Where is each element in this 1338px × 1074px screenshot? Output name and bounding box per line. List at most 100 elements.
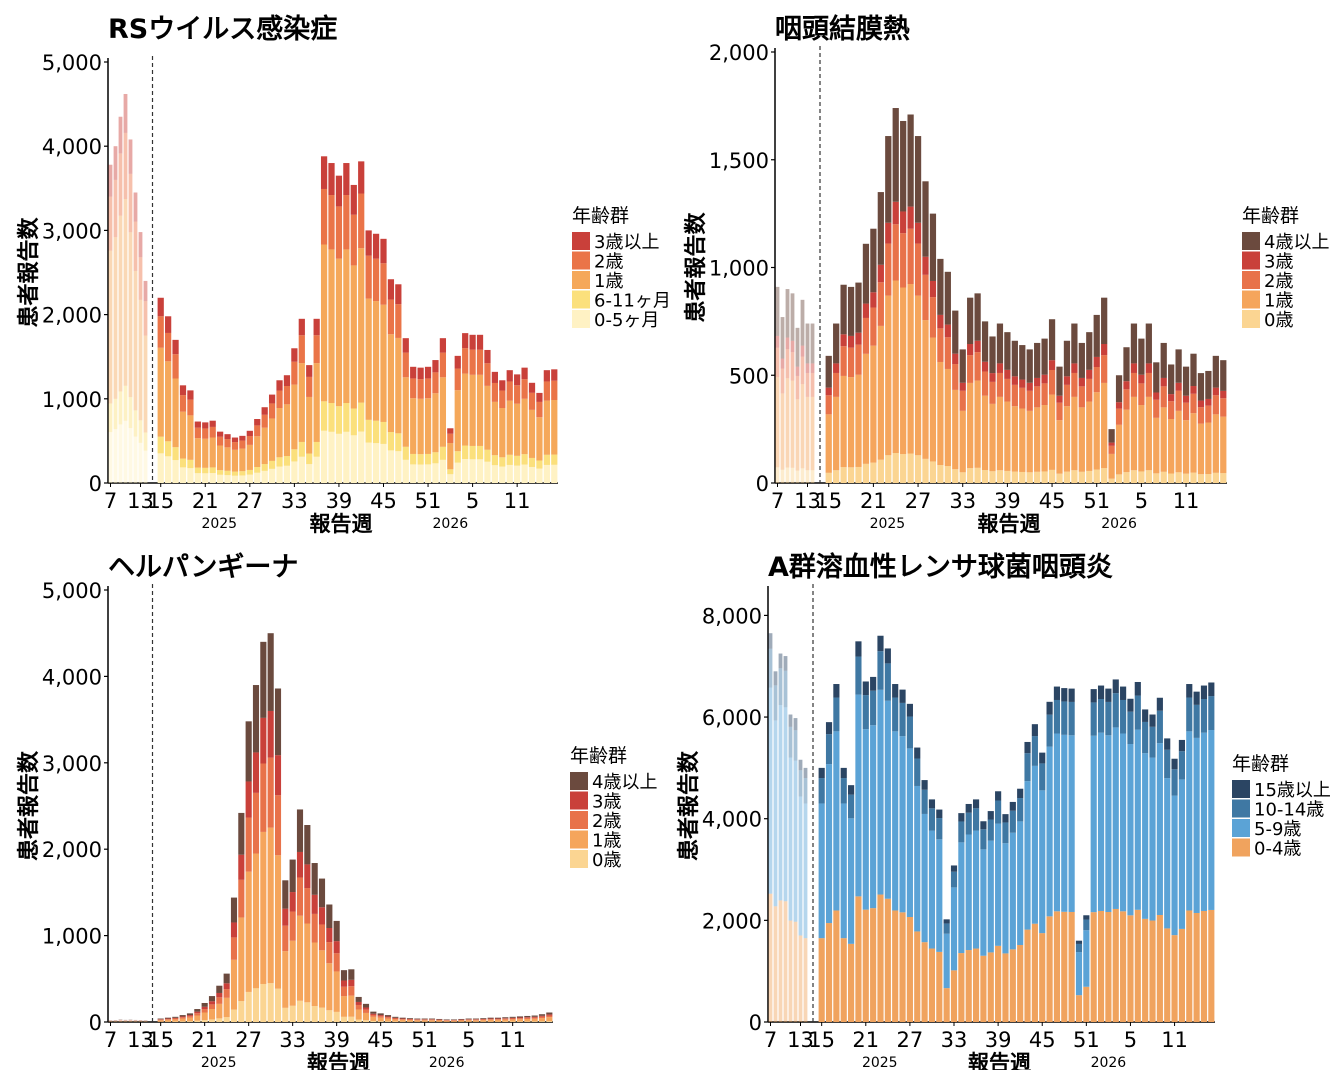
bar-13-seg-3	[915, 244, 921, 296]
prev-bar-7-seg-2	[799, 796, 803, 935]
prev-bar-2-seg-1	[774, 906, 778, 1022]
bar-51-seg-5	[524, 1016, 530, 1017]
bar-38-seg-1	[1101, 468, 1107, 483]
bar-16-seg-1	[268, 983, 274, 1022]
bar-30-seg-3	[373, 301, 379, 421]
bar-48-seg-3	[502, 1019, 508, 1020]
bar-53-seg-3	[539, 1017, 545, 1018]
bar-29-seg-5	[366, 230, 372, 255]
bar-37-seg-2	[422, 1020, 428, 1021]
bar-43-seg-5	[469, 335, 475, 350]
prev-bar-7-seg-1	[806, 470, 810, 483]
prev-bar-5-seg-1	[789, 921, 793, 1022]
bar-9-seg-3	[217, 446, 223, 471]
bar-32-seg-2	[1056, 420, 1062, 474]
x-tick-label: 21	[860, 489, 887, 513]
bar-5-seg-4	[187, 1015, 193, 1016]
prev-bar-3-seg-2	[786, 378, 790, 467]
bar-47-seg-4	[1168, 394, 1174, 401]
bar-15-seg-1	[922, 942, 928, 1022]
bar-12-seg-4	[239, 441, 245, 449]
bar-4-seg-5	[180, 1015, 186, 1016]
bar-44-seg-2	[477, 446, 483, 459]
bar-42-seg-2	[458, 1020, 464, 1021]
bar-36-seg-3	[1076, 944, 1082, 952]
bar-24-seg-4	[988, 811, 994, 819]
prev-bar-6-seg-3	[801, 357, 805, 384]
bar-7-seg-5	[870, 229, 876, 293]
bar-36-seg-5	[418, 368, 424, 380]
bar-21-seg-4	[306, 377, 312, 397]
y-tick-label: 4,000	[702, 808, 762, 832]
bar-43-seg-2	[1127, 744, 1133, 915]
prev-bar-2-seg-4	[781, 359, 785, 369]
bar-49-seg-3	[1183, 403, 1189, 420]
bar-26-seg-2	[341, 996, 347, 1017]
x-tick-label: 5	[1135, 489, 1148, 513]
bar-38-seg-1	[1091, 912, 1097, 1022]
bar-51-seg-5	[1198, 373, 1204, 400]
bar-9-seg-2	[885, 296, 891, 456]
prev-bar-4-seg-2	[124, 1021, 128, 1022]
bar-3-seg-2	[172, 447, 178, 460]
bar-46-seg-2	[1149, 758, 1155, 921]
bar-49-seg-1	[510, 1021, 516, 1022]
bar-35-seg-5	[407, 1018, 413, 1019]
bar-5-seg-3	[187, 1016, 193, 1018]
bar-14-seg-4	[253, 752, 259, 792]
bar-33-seg-2	[395, 433, 401, 451]
bar-6-seg-5	[195, 422, 201, 428]
bar-19-seg-2	[960, 411, 966, 472]
prev-bar-4-seg-2	[784, 707, 788, 901]
bar-15-seg-1	[262, 471, 268, 483]
bar-9-seg-1	[877, 895, 883, 1022]
bar-51-seg-1	[1198, 474, 1204, 483]
legend-title: 年齢群	[572, 205, 629, 227]
bar-23-seg-5	[989, 336, 995, 373]
prev-bar-8-seg-1	[811, 470, 815, 483]
bar-53-seg-1	[1201, 911, 1207, 1022]
y-tick-label: 0	[89, 1011, 102, 1035]
prev-bar-5-seg-3	[796, 376, 800, 399]
bar-1-seg-3	[819, 778, 825, 803]
bar-21-seg-5	[306, 365, 312, 377]
bar-23-seg-4	[319, 907, 325, 924]
bar-53-seg-4	[539, 1016, 545, 1017]
x-tick-label: 51	[1073, 1028, 1100, 1052]
bar-12-seg-3	[899, 703, 905, 736]
bar-28-seg-5	[356, 997, 362, 1002]
bar-17-seg-4	[276, 391, 282, 408]
bar-12-seg-1	[899, 912, 905, 1022]
bar-52-seg-4	[536, 402, 542, 417]
bar-41-seg-4	[455, 369, 461, 391]
bar-31-seg-4	[1039, 753, 1045, 764]
bar-40-seg-1	[1116, 474, 1122, 483]
prev-bar-6-seg-2	[134, 1021, 138, 1022]
bar-36-seg-2	[414, 1020, 420, 1021]
y-tick-label: 500	[729, 364, 769, 388]
bar-54-seg-4	[546, 1014, 552, 1015]
bar-51-seg-5	[529, 383, 535, 393]
x-tick-label: 7	[771, 489, 784, 513]
x-tick-label: 21	[191, 1028, 218, 1052]
bar-43-seg-4	[1138, 375, 1144, 384]
prev-bar-8-seg-3	[811, 373, 815, 397]
bar-17-seg-4	[936, 810, 942, 818]
bar-29-seg-3	[363, 1010, 369, 1013]
bar-34-seg-1	[403, 460, 409, 483]
bar-6-seg-1	[194, 1021, 200, 1022]
bar-48-seg-3	[507, 401, 513, 455]
bar-25-seg-2	[334, 971, 340, 1011]
prev-bar-3-seg-1	[786, 467, 790, 483]
bar-11-seg-2	[232, 472, 238, 476]
bar-22-seg-3	[314, 363, 320, 442]
bar-44-seg-3	[1146, 373, 1152, 397]
bar-32-seg-2	[388, 432, 394, 450]
x-tick-label: 51	[415, 489, 442, 513]
bar-17-seg-1	[275, 989, 281, 1022]
prev-bar-2-seg-2	[114, 1021, 118, 1022]
prev-bar-5-seg-1	[796, 471, 800, 483]
bar-15-seg-1	[260, 984, 266, 1022]
bar-51-seg-4	[1198, 401, 1204, 408]
